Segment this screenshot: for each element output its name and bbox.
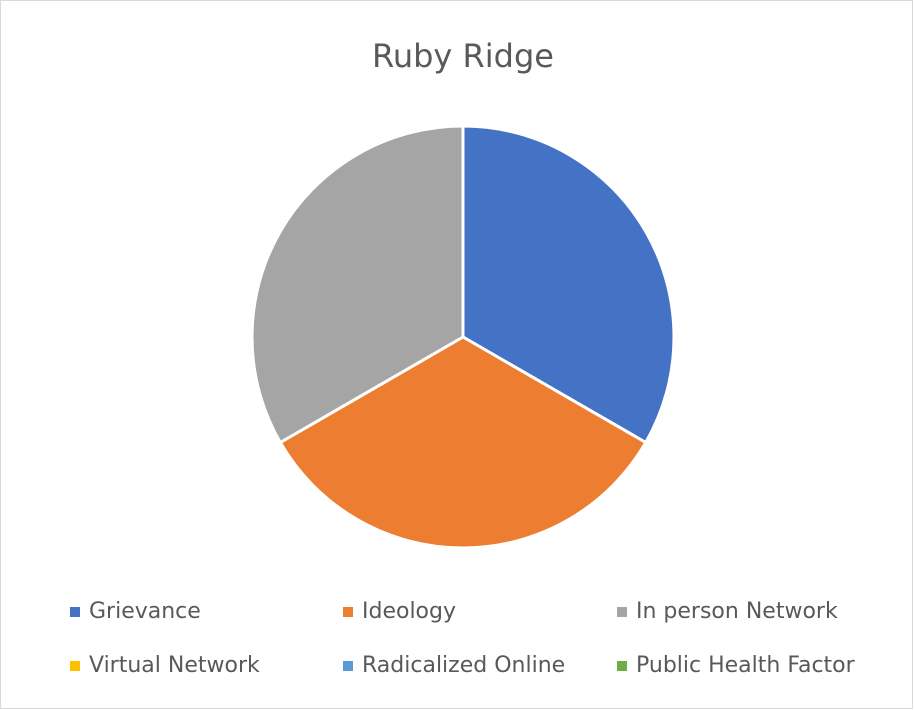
legend-label: Public Health Factor — [636, 653, 856, 678]
legend-swatch — [70, 661, 80, 671]
legend-swatch — [343, 607, 353, 617]
legend-label: In person Network — [636, 599, 838, 624]
legend-label: Radicalized Online — [362, 653, 565, 678]
chart-title: Ruby Ridge — [372, 37, 554, 75]
legend-swatch — [617, 607, 627, 617]
pie-slice — [461, 124, 676, 444]
legend-swatch — [343, 661, 353, 671]
legend-swatch — [617, 661, 627, 671]
pie-slice — [250, 124, 465, 444]
legend-label: Virtual Network — [89, 653, 260, 678]
legend-swatch — [70, 607, 80, 617]
legend-label: Grievance — [89, 599, 201, 624]
pie-slice — [278, 335, 648, 550]
legend-label: Ideology — [362, 599, 456, 624]
